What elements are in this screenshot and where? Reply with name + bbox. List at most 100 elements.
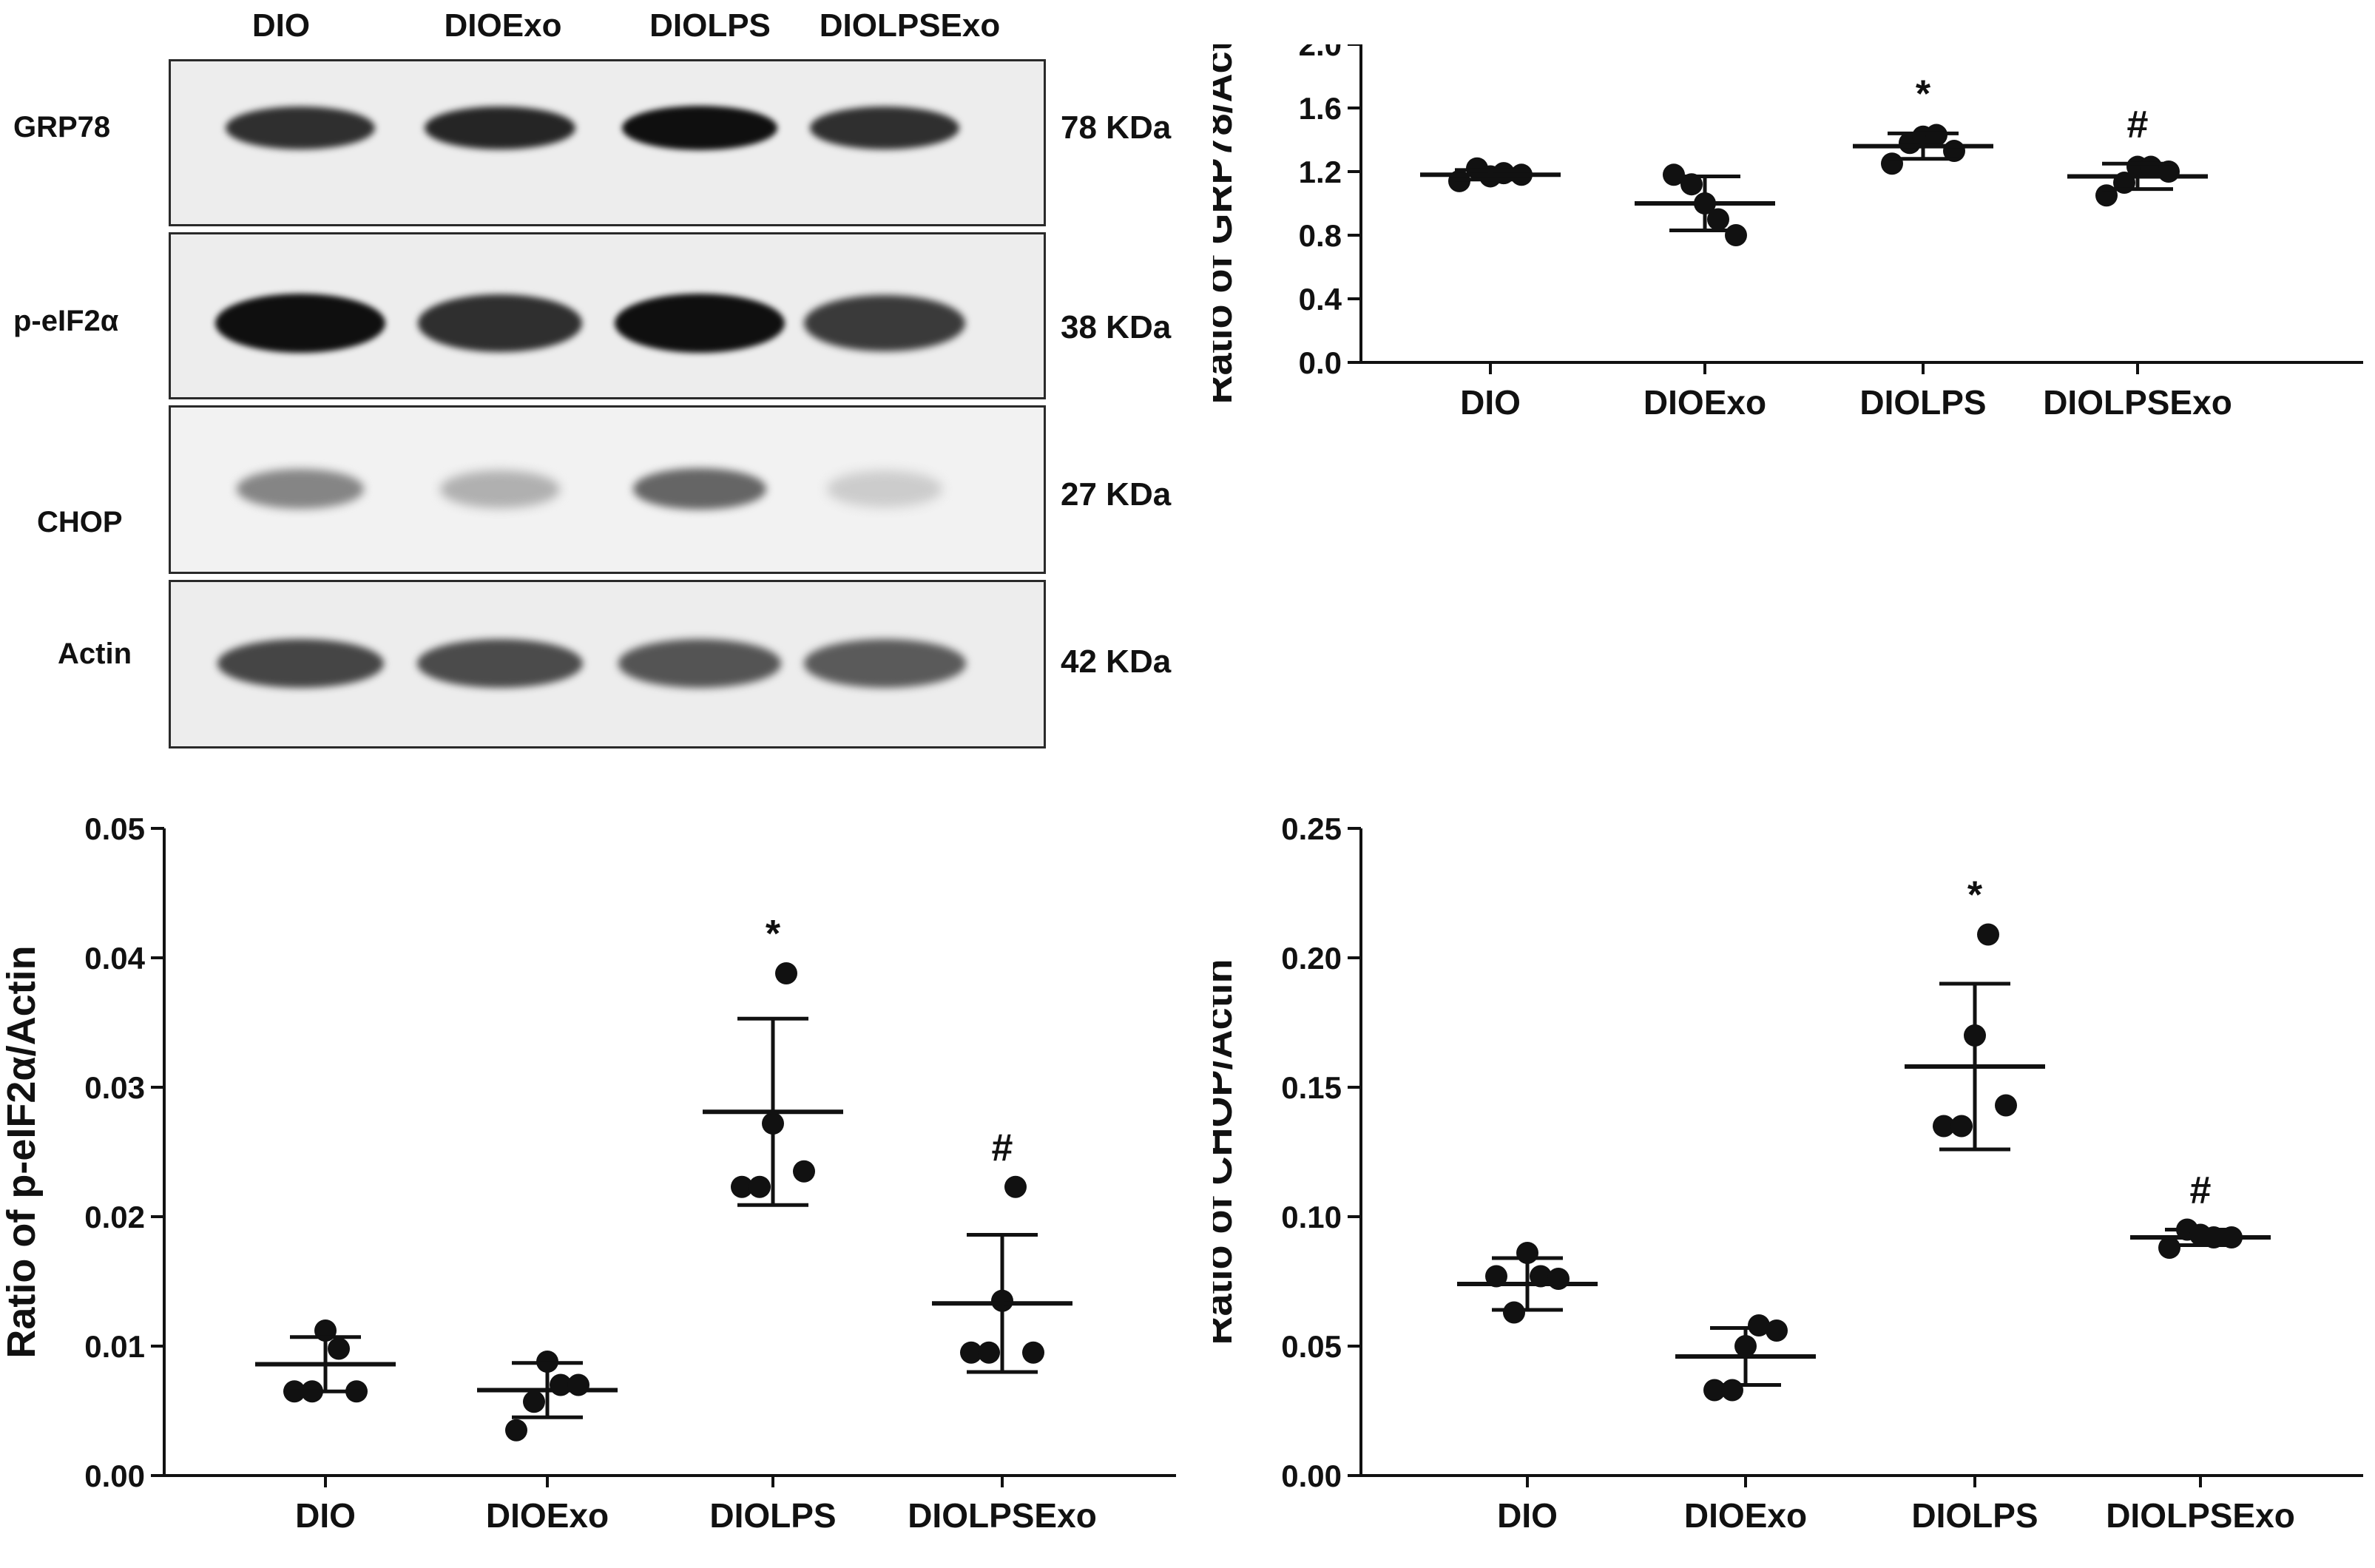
- y-tick-label: 2.0: [1299, 44, 1342, 62]
- y-tick-label: 0.10: [1281, 1200, 1342, 1234]
- significance-annotation: *: [1916, 72, 1931, 115]
- data-point: [523, 1390, 545, 1413]
- y-tick-label: 0.25: [1281, 811, 1342, 846]
- x-tick-label: DIO: [1460, 383, 1521, 422]
- blot-size-grp78: 78 KDa: [1061, 109, 1172, 146]
- y-tick-label: 0.4: [1299, 282, 1342, 317]
- y-tick-label: 0.00: [1281, 1459, 1342, 1493]
- y-tick-label: 0.15: [1281, 1070, 1342, 1105]
- y-tick-label: 1.2: [1299, 155, 1342, 189]
- x-tick-label: DIOLPS: [1911, 1496, 2038, 1535]
- blot-strip-grp78: [169, 59, 1046, 226]
- data-point: [1933, 1115, 1955, 1138]
- blot-size-actin: 42 KDa: [1061, 643, 1172, 680]
- significance-annotation: *: [1967, 874, 1983, 917]
- y-axis-title: Ratio of CHOP/Actin: [1213, 959, 1240, 1345]
- blot-band: [217, 638, 384, 689]
- peif2a-scatter-chart: 0.00 0.01 0.02 0.03 0.04 0.05 Ratio of p-eIF2α…: [0, 811, 1176, 1535]
- data-point: [1950, 1115, 1973, 1138]
- blot-band: [225, 106, 376, 150]
- x-tick-label: DIOLPS: [709, 1496, 836, 1535]
- blot-strip-chop: [169, 405, 1046, 574]
- data-point: [567, 1373, 589, 1396]
- lane-label-diolpsexo: DIOLPSExo: [819, 7, 1001, 44]
- y-tick-label: 0.04: [84, 941, 145, 976]
- western-blot-panel: DIO DIOExo DIOLPS DIOLPSExo GRP78 p-eIF2…: [0, 0, 1198, 762]
- grp78-scatter-chart: 0.0 0.4 0.8 1.2 1.6 2.0 Ratio of GRP78/Actin DI…: [1213, 44, 2363, 422]
- data-point: [505, 1419, 527, 1442]
- data-point: [1004, 1175, 1027, 1198]
- data-point: [1995, 1094, 2017, 1117]
- data-point: [1977, 923, 1999, 946]
- y-tick-label: 0.0: [1299, 345, 1342, 380]
- y-axis-title: Ratio of p-eIF2α/Actin: [0, 945, 44, 1358]
- y-tick-label: 0.8: [1299, 218, 1342, 253]
- significance-annotation: #: [2190, 1169, 2212, 1212]
- blot-row-label-grp78: GRP78: [13, 111, 111, 143]
- blot-band: [633, 468, 766, 510]
- data-point: [1881, 152, 1903, 175]
- data-point: [775, 962, 797, 984]
- significance-annotation: *: [766, 913, 781, 956]
- blot-band: [215, 294, 385, 353]
- significance-annotation: #: [992, 1126, 1013, 1169]
- data-point: [2140, 155, 2162, 178]
- data-point: [328, 1337, 350, 1360]
- blot-row-label-actin: Actin: [58, 638, 132, 670]
- blot-band: [615, 294, 785, 353]
- y-tick-label: 0.05: [1281, 1329, 1342, 1364]
- x-tick-label: DIOLPSExo: [908, 1496, 1097, 1535]
- blot-band: [439, 470, 561, 508]
- data-point: [1766, 1319, 1788, 1342]
- data-point: [1022, 1341, 1044, 1364]
- blot-band: [803, 294, 966, 352]
- blot-band: [418, 294, 582, 352]
- data-point: [1547, 1268, 1570, 1290]
- blot-strip-actin: [169, 580, 1046, 748]
- blot-row-label-peif2a: p-eIF2α: [13, 305, 119, 337]
- significance-annotation: #: [2127, 103, 2149, 146]
- blot-strip-peif2a: [169, 232, 1046, 399]
- lane-label-dioexo: DIOExo: [444, 7, 562, 44]
- lane-label-dio: DIO: [251, 7, 311, 44]
- blot-band: [827, 470, 942, 507]
- y-tick-label: 1.6: [1299, 91, 1342, 126]
- blot-band: [809, 106, 960, 150]
- x-tick-label: DIOExo: [1684, 1496, 1807, 1535]
- data-point: [1721, 1379, 1743, 1402]
- y-tick-label: 0.00: [84, 1459, 145, 1493]
- data-point: [1680, 173, 1703, 196]
- blot-row-label-chop: CHOP: [37, 506, 123, 538]
- x-tick-label: DIOExo: [1643, 383, 1766, 422]
- data-point: [731, 1175, 753, 1198]
- x-tick-label: DIOLPSExo: [2106, 1496, 2295, 1535]
- y-tick-label: 0.20: [1281, 941, 1342, 976]
- blot-band: [618, 639, 782, 688]
- x-tick-label: DIOLPSExo: [2043, 383, 2232, 422]
- blot-band: [803, 639, 966, 688]
- data-point: [2158, 1237, 2180, 1259]
- data-point: [793, 1160, 815, 1183]
- blot-band: [424, 106, 576, 150]
- x-tick-label: DIO: [295, 1496, 356, 1535]
- x-tick-label: DIO: [1497, 1496, 1558, 1535]
- y-tick-label: 0.02: [84, 1200, 145, 1234]
- data-point: [1748, 1314, 1770, 1336]
- blot-band: [622, 106, 777, 150]
- y-tick-label: 0.05: [84, 811, 145, 846]
- data-point: [749, 1175, 771, 1198]
- x-tick-label: DIOExo: [486, 1496, 609, 1535]
- blot-band: [236, 469, 365, 509]
- y-tick-label: 0.03: [84, 1070, 145, 1105]
- lane-label-diolps: DIOLPS: [649, 7, 771, 44]
- data-point: [1725, 224, 1747, 246]
- data-point: [1503, 1301, 1525, 1324]
- blot-size-peif2a: 38 KDa: [1061, 309, 1172, 345]
- x-tick-label: DIOLPS: [1859, 383, 1986, 422]
- data-point: [960, 1341, 982, 1364]
- y-axis-title: Ratio of GRP78/Actin: [1213, 44, 1240, 405]
- data-point: [1707, 208, 1729, 231]
- blot-size-chop: 27 KDa: [1061, 476, 1172, 513]
- data-point: [978, 1341, 1000, 1364]
